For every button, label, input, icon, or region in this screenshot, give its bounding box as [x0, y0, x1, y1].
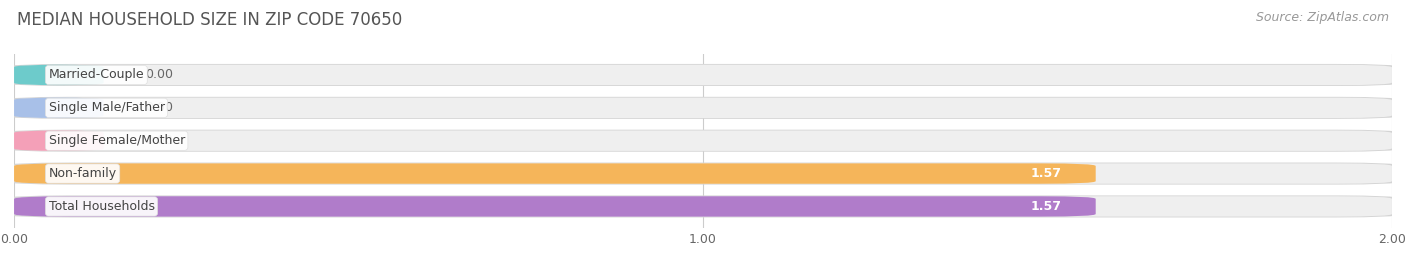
- FancyBboxPatch shape: [14, 131, 1392, 151]
- Text: Source: ZipAtlas.com: Source: ZipAtlas.com: [1256, 11, 1389, 24]
- Text: 1.57: 1.57: [1031, 167, 1062, 180]
- FancyBboxPatch shape: [14, 98, 104, 118]
- FancyBboxPatch shape: [14, 65, 1392, 85]
- FancyBboxPatch shape: [14, 196, 1392, 217]
- Text: Married-Couple: Married-Couple: [48, 68, 145, 81]
- Text: 0.00: 0.00: [145, 134, 173, 147]
- FancyBboxPatch shape: [14, 163, 1095, 184]
- FancyBboxPatch shape: [7, 195, 1399, 217]
- FancyBboxPatch shape: [14, 98, 1392, 118]
- Text: Total Households: Total Households: [48, 200, 155, 213]
- FancyBboxPatch shape: [7, 97, 1399, 119]
- FancyBboxPatch shape: [14, 196, 1095, 217]
- Text: Single Male/Father: Single Male/Father: [48, 101, 165, 114]
- FancyBboxPatch shape: [14, 163, 1392, 184]
- Text: 0.00: 0.00: [145, 68, 173, 81]
- Text: 0.00: 0.00: [145, 101, 173, 114]
- Text: Non-family: Non-family: [48, 167, 117, 180]
- Text: Single Female/Mother: Single Female/Mother: [48, 134, 184, 147]
- FancyBboxPatch shape: [14, 65, 104, 85]
- FancyBboxPatch shape: [7, 130, 1399, 152]
- Text: 1.57: 1.57: [1031, 200, 1062, 213]
- FancyBboxPatch shape: [7, 163, 1399, 185]
- Text: MEDIAN HOUSEHOLD SIZE IN ZIP CODE 70650: MEDIAN HOUSEHOLD SIZE IN ZIP CODE 70650: [17, 11, 402, 29]
- FancyBboxPatch shape: [14, 131, 104, 151]
- FancyBboxPatch shape: [7, 64, 1399, 86]
